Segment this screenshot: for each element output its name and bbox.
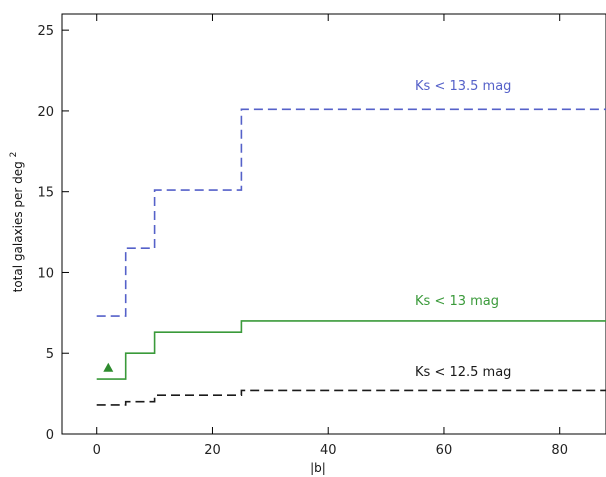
plot-border (61, 13, 606, 435)
x-tick-label: 40 (320, 443, 337, 458)
series-line-1 (96, 320, 606, 380)
y-axis-title-main: total galaxies per deg (11, 161, 25, 292)
axis-ticks (62, 14, 561, 435)
x-tick-label: 80 (551, 443, 568, 458)
series-annotation-0: Ks < 13.5 mag (415, 79, 511, 94)
y-tick-label: 0 (46, 428, 54, 443)
y-tick-label: 5 (46, 347, 54, 362)
y-tick-label: 10 (37, 266, 54, 281)
annotation-layer: Ks < 13.5 mag Ks < 13 mag Ks < 12.5 mag (415, 79, 511, 380)
x-axis-title: |b| (310, 461, 326, 475)
y-axis-title-superscript: 2 (9, 152, 19, 158)
y-axis-title: total galaxies per deg 2 (9, 152, 25, 293)
y-tick-label: 25 (37, 24, 54, 39)
series-annotation-1: Ks < 13 mag (415, 294, 499, 309)
axis-tick-labels: 0 20 40 60 80 0 5 10 15 20 25 (37, 24, 568, 458)
series-annotation-2: Ks < 12.5 mag (415, 365, 511, 380)
series-line-0 (96, 108, 606, 317)
plot-frame (61, 13, 606, 435)
y-tick-label: 20 (37, 105, 54, 120)
marker-layer (103, 362, 114, 372)
series-layer (96, 108, 606, 406)
series-line-2 (96, 389, 606, 406)
x-tick-label: 20 (204, 443, 221, 458)
x-tick-label: 60 (436, 443, 453, 458)
triangle-marker (103, 362, 114, 372)
y-tick-label: 15 (37, 186, 54, 201)
x-tick-label: 0 (93, 443, 101, 458)
